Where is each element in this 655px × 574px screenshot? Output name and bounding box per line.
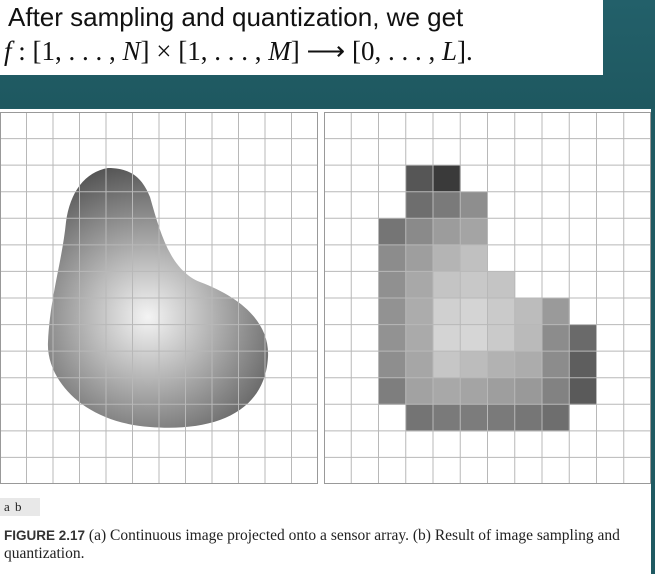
quantized-cell <box>433 377 461 405</box>
quantized-cell <box>405 298 434 326</box>
formula-part-domain2: ] × [1, . . . , <box>140 36 269 66</box>
quantized-cell <box>433 165 461 193</box>
quantized-cell <box>487 351 516 379</box>
quantized-cell <box>514 324 543 352</box>
quantized-cell <box>514 377 543 405</box>
formula-N: N <box>122 36 141 66</box>
caption-text: (a) Continuous image projected onto a se… <box>4 527 620 562</box>
panel-right-border <box>324 112 651 484</box>
quantized-cell <box>378 298 407 326</box>
quantized-cell <box>487 404 516 432</box>
quantized-cell <box>378 271 407 299</box>
formula: f : [1, . . . , N] × [1, . . . , M] ⟶ [0… <box>4 36 473 67</box>
quantized-cell <box>487 298 516 326</box>
quantized-cell <box>405 351 434 379</box>
quantized-cell <box>433 218 461 246</box>
quantized-cell <box>460 324 488 352</box>
quantized-cell <box>542 324 570 352</box>
quantized-cell <box>460 298 488 326</box>
quantized-cell <box>514 298 543 326</box>
quantized-cell <box>433 244 461 272</box>
slide-title-box: After sampling and quantization, we get … <box>0 0 603 75</box>
quantized-cell <box>378 377 407 405</box>
quantized-cell <box>405 218 434 246</box>
quantized-cell <box>405 404 434 432</box>
quantized-cell <box>569 377 597 405</box>
formula-M: M <box>268 36 291 66</box>
quantized-cell <box>378 351 407 379</box>
quantized-cell <box>569 324 597 352</box>
quantized-cell <box>514 404 543 432</box>
formula-part-range: ] ⟶ [0, . . . , <box>290 36 442 66</box>
formula-L: L <box>441 36 457 66</box>
quantized-cell <box>433 351 461 379</box>
quantized-cell <box>569 351 597 379</box>
quantized-cell <box>487 324 516 352</box>
quantized-cell <box>542 377 570 405</box>
sensor-grid <box>0 112 318 484</box>
quantized-cell <box>460 351 488 379</box>
quantized-cell <box>514 351 543 379</box>
quantized-cell <box>433 271 461 299</box>
quantized-cell <box>487 271 516 299</box>
quantized-cell <box>378 244 407 272</box>
slide-title: After sampling and quantization, we get <box>8 2 464 32</box>
quantized-cell <box>460 218 488 246</box>
quantized-cell <box>542 404 570 432</box>
quantized-cell <box>433 298 461 326</box>
quantized-cell <box>378 218 407 246</box>
quantized-cell <box>405 244 434 272</box>
quantized-cell <box>433 191 461 219</box>
quantized-cell <box>542 298 570 326</box>
quantized-cell <box>460 404 488 432</box>
formula-f: f <box>4 36 12 66</box>
formula-part-domain1: : [1, . . . , <box>11 36 123 66</box>
quantized-cell <box>405 191 434 219</box>
quantized-cells <box>378 165 597 432</box>
quantized-cell <box>433 324 461 352</box>
quantized-cell <box>405 165 434 193</box>
sensor-grid-right <box>324 112 651 484</box>
quantized-cell <box>460 191 488 219</box>
quantized-cell <box>378 324 407 352</box>
quantized-cell <box>460 244 488 272</box>
subfigure-labels: a b <box>0 498 40 516</box>
caption-label: FIGURE 2.17 <box>4 528 86 543</box>
quantized-cell <box>487 377 516 405</box>
formula-end: ]. <box>456 36 473 66</box>
figure-caption: FIGURE 2.17 (a) Continuous image project… <box>4 527 648 563</box>
quantized-cell <box>405 271 434 299</box>
continuous-image-panel <box>0 112 318 484</box>
quantized-cell <box>405 377 434 405</box>
quantized-cell <box>542 351 570 379</box>
quantized-cell <box>460 271 488 299</box>
panel-left-border <box>0 112 318 484</box>
quantized-cell <box>460 377 488 405</box>
quantized-cell <box>433 404 461 432</box>
quantized-image-panel <box>324 112 651 484</box>
quantized-cell <box>405 324 434 352</box>
